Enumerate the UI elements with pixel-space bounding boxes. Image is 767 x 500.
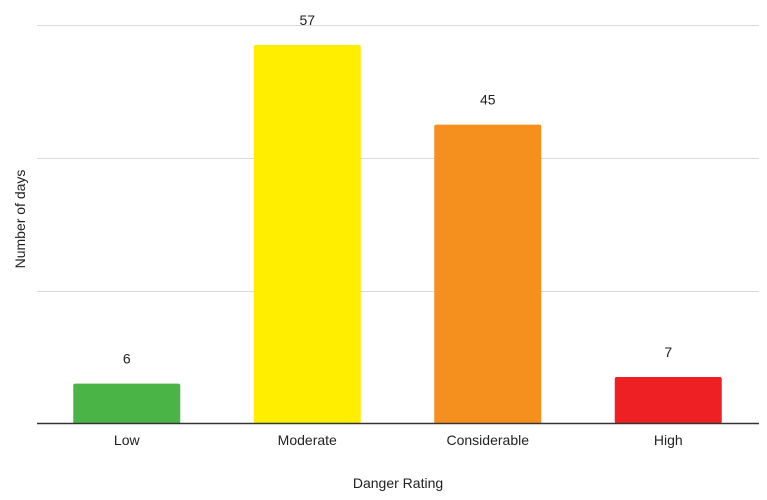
x-tick-label-considerable: Considerable [447,432,530,448]
bar-moderate [253,44,361,424]
x-tick-labels: Low Moderate Considerable High [114,432,683,448]
x-axis-title: Danger Rating [353,475,443,491]
x-tick-label-high: High [654,432,683,448]
data-label-moderate: 57 [299,12,315,28]
y-axis-title: Number of days [12,170,28,269]
data-label-high: 7 [664,344,672,360]
data-labels: 6 57 45 7 [123,12,673,367]
bar-low [73,383,181,424]
gridlines [37,25,759,292]
bar-high [614,377,722,424]
bars [73,44,722,424]
bar-considerable [434,124,542,424]
data-label-considerable: 45 [480,92,496,108]
data-label-low: 6 [123,351,131,367]
x-tick-label-moderate: Moderate [278,432,337,448]
x-tick-label-low: Low [114,432,141,448]
